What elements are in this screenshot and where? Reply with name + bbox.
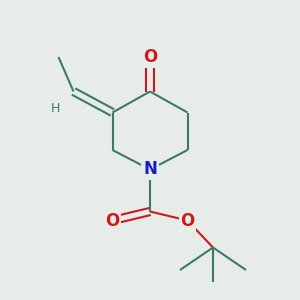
Text: H: H xyxy=(51,101,60,115)
Text: O: O xyxy=(105,212,120,230)
Text: O: O xyxy=(180,212,195,230)
Text: O: O xyxy=(143,48,157,66)
Text: N: N xyxy=(143,160,157,178)
